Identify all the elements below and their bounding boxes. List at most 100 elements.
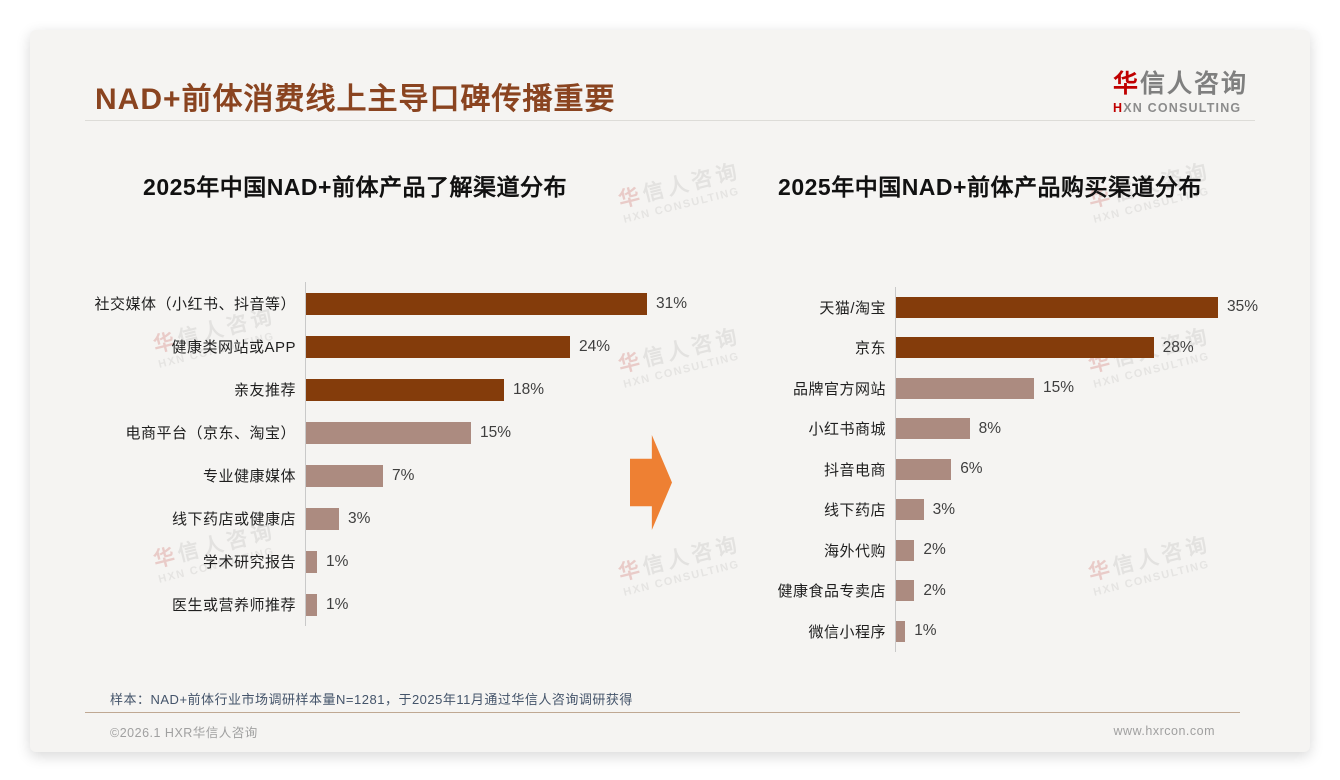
bar-row: 健康类网站或APP 24% xyxy=(70,325,640,368)
value-label: 15% xyxy=(480,423,512,441)
bar xyxy=(896,499,924,521)
bar xyxy=(306,593,317,616)
bar-row: 抖音电商 6% xyxy=(760,449,1290,490)
copyright-text: ©2026.1 HXR华信人咨询 xyxy=(110,726,258,740)
bar-area: 6% xyxy=(895,449,1290,490)
bar-row: 微信小程序 1% xyxy=(760,611,1290,652)
bar-row: 专业健康媒体 7% xyxy=(70,454,640,497)
category-label: 线下药店或健康店 xyxy=(171,511,296,528)
bar xyxy=(306,421,471,444)
category-label: 抖音电商 xyxy=(823,461,886,479)
category-label: 社交媒体（小红书、抖音等） xyxy=(94,296,296,313)
bar-area: 3% xyxy=(305,497,640,540)
category-label: 健康食品专卖店 xyxy=(777,583,886,601)
bar-area: 2% xyxy=(895,570,1290,611)
value-label: 1% xyxy=(326,595,349,613)
website-url: www.hxrcon.com xyxy=(1113,724,1215,738)
bar xyxy=(896,580,915,602)
value-label: 31% xyxy=(656,294,688,312)
value-label: 35% xyxy=(1227,298,1259,316)
bar-row: 海外代购 2% xyxy=(760,530,1290,571)
bar-area: 15% xyxy=(895,368,1290,409)
bar-row: 医生或营养师推荐 1% xyxy=(70,583,640,626)
bar-row: 电商平台（京东、淘宝） 15% xyxy=(70,411,640,454)
value-label: 28% xyxy=(1162,338,1194,356)
value-label: 1% xyxy=(914,622,937,640)
page-title: NAD+前体消费线上主导口碑传播重要 xyxy=(95,83,616,116)
bar xyxy=(306,335,570,358)
bar xyxy=(306,507,339,530)
value-label: 1% xyxy=(326,552,349,570)
category-label: 学术研究报告 xyxy=(202,554,296,571)
value-label: 18% xyxy=(513,380,545,398)
category-label: 电商平台（京东、淘宝） xyxy=(125,425,296,442)
category-label: 小红书商城 xyxy=(808,421,886,439)
purchase-channel-chart: 2025年中国NAD+前体产品购买渠道分布 天猫/淘宝 35% 京东 28% 品牌官方网… xyxy=(760,168,1290,652)
category-label: 微信小程序 xyxy=(808,623,886,641)
bar-row: 天猫/淘宝 35% xyxy=(760,287,1290,328)
bar-area: 1% xyxy=(305,540,640,583)
bar-row: 京东 28% xyxy=(760,327,1290,368)
bar-row: 亲友推荐 18% xyxy=(70,368,640,411)
bar xyxy=(896,539,915,561)
bar xyxy=(896,620,906,642)
sample-note: 样本：NAD+前体行业市场调研样本量N=1281，于2025年11月通过华信人咨… xyxy=(110,692,633,707)
value-label: 2% xyxy=(923,581,946,599)
value-label: 6% xyxy=(960,460,983,478)
bar-row: 品牌官方网站 15% xyxy=(760,368,1290,409)
bar xyxy=(306,292,647,315)
brand-logo: 华信人咨询 HXN CONSULTING xyxy=(1113,64,1248,115)
bar xyxy=(896,377,1034,399)
header-divider xyxy=(85,120,1255,121)
bar-row: 学术研究报告 1% xyxy=(70,540,640,583)
bar-area: 3% xyxy=(895,489,1290,530)
bar xyxy=(896,337,1154,359)
bar xyxy=(896,418,970,440)
bar xyxy=(306,378,504,401)
category-label: 品牌官方网站 xyxy=(792,380,886,398)
bar-row: 线下药店或健康店 3% xyxy=(70,497,640,540)
category-label: 医生或营养师推荐 xyxy=(171,597,296,614)
value-label: 7% xyxy=(392,466,415,484)
category-label: 海外代购 xyxy=(823,542,886,560)
slide-card: 华信人咨询 HXN CONSULTING 华信人咨询 HXN CONSULTING 华信… xyxy=(30,30,1310,752)
bar-row: 健康食品专卖店 2% xyxy=(760,570,1290,611)
value-label: 2% xyxy=(923,541,946,559)
bar xyxy=(306,550,317,573)
category-label: 亲友推荐 xyxy=(233,382,296,399)
brand-logo-en: HXN CONSULTING xyxy=(1112,101,1242,115)
value-label: 15% xyxy=(1043,379,1075,397)
category-label: 线下药店 xyxy=(823,502,886,520)
bar-area: 15% xyxy=(305,411,640,454)
bar-row: 社交媒体（小红书、抖音等） 31% xyxy=(70,282,687,325)
right-chart-plot: 天猫/淘宝 35% 京东 28% 品牌官方网站 15% 小红书商城 8% 抖音电商 6% 线下药店 3… xyxy=(760,287,1290,652)
left-chart-plot: 社交媒体（小红书、抖音等） 31% 健康类网站或APP 24% 亲友推荐 18% 电商平台（… xyxy=(70,282,687,626)
bar-area: 18% xyxy=(305,368,640,411)
bar-row: 小红书商城 8% xyxy=(760,408,1290,449)
bar-area: 35% xyxy=(895,287,1290,328)
bar-area: 7% xyxy=(305,454,640,497)
awareness-channel-chart: 2025年中国NAD+前体产品了解渠道分布 社交媒体（小红书、抖音等） 31% 健康… xyxy=(70,168,687,626)
bar xyxy=(306,464,383,487)
bar xyxy=(896,458,952,480)
value-label: 3% xyxy=(348,509,371,527)
category-label: 天猫/淘宝 xyxy=(819,299,886,317)
right-chart-title: 2025年中国NAD+前体产品购买渠道分布 xyxy=(778,174,1202,200)
bar-area: 1% xyxy=(895,611,1290,652)
category-label: 京东 xyxy=(854,340,886,358)
bar xyxy=(896,296,1218,318)
bar-row: 线下药店 3% xyxy=(760,489,1290,530)
bar-area: 31% xyxy=(305,282,687,325)
left-chart-title: 2025年中国NAD+前体产品了解渠道分布 xyxy=(143,174,567,200)
bar-area: 24% xyxy=(305,325,640,368)
footer-divider xyxy=(85,712,1240,713)
bar-area: 8% xyxy=(895,408,1290,449)
bar-area: 2% xyxy=(895,530,1290,571)
bar-area: 28% xyxy=(895,327,1290,368)
bar-area: 1% xyxy=(305,583,640,626)
value-label: 8% xyxy=(978,419,1001,437)
value-label: 3% xyxy=(932,500,955,518)
category-label: 健康类网站或APP xyxy=(171,339,296,356)
brand-logo-zh: 华信人咨询 xyxy=(1112,70,1248,98)
value-label: 24% xyxy=(579,337,611,355)
